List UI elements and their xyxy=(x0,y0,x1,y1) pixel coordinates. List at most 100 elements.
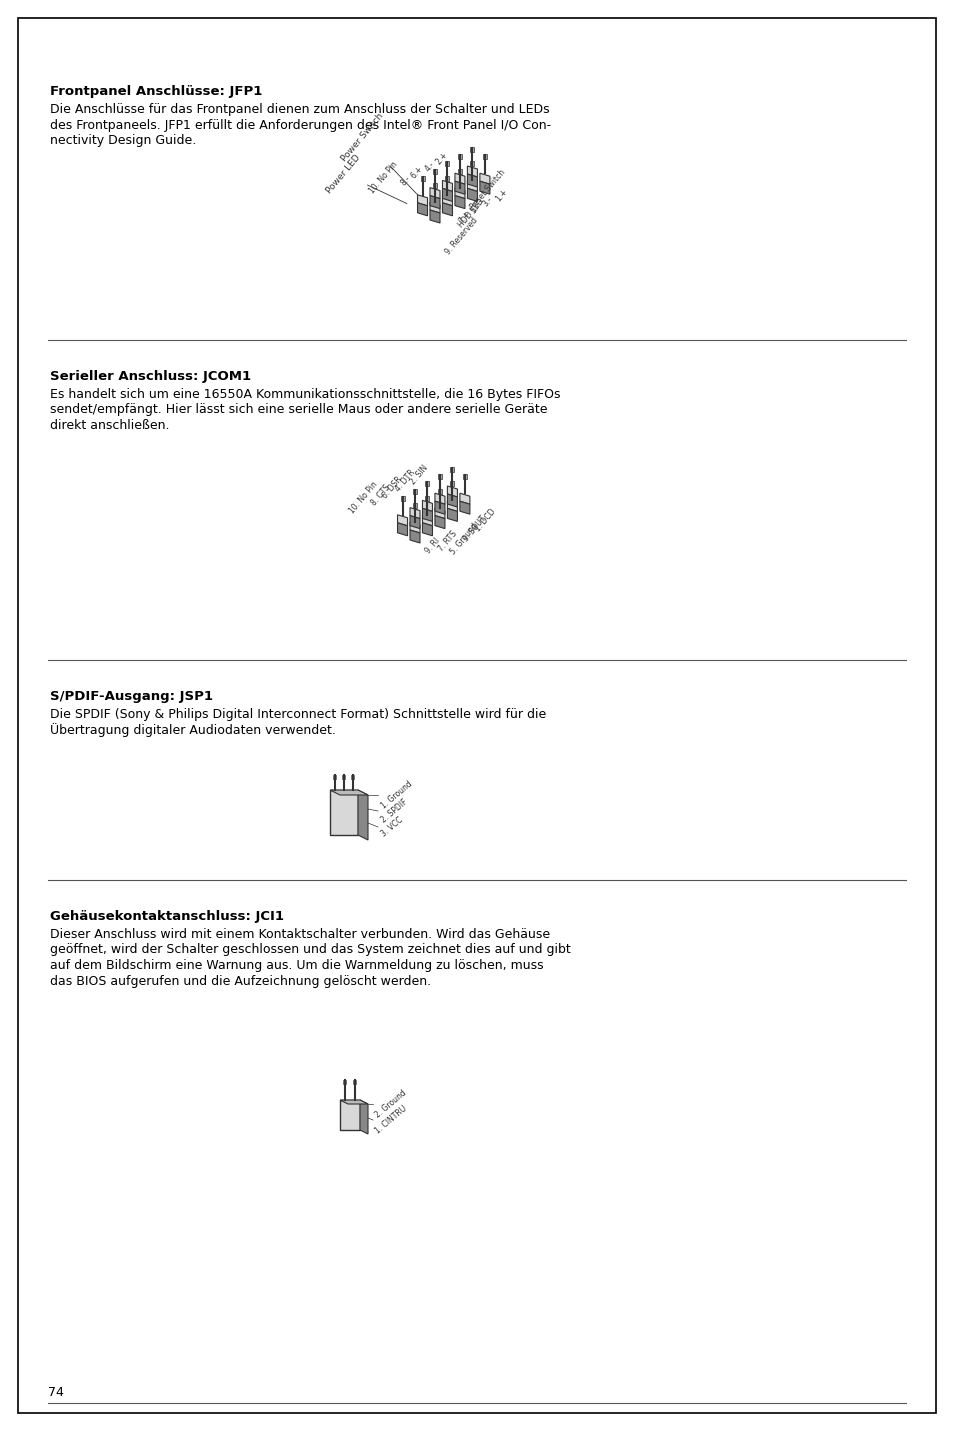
Polygon shape xyxy=(447,494,456,507)
Bar xyxy=(445,176,449,180)
Text: 1. DCD: 1. DCD xyxy=(474,507,497,534)
Polygon shape xyxy=(430,187,439,199)
Bar xyxy=(334,776,336,778)
Text: 1. CINTRU: 1. CINTRU xyxy=(374,1105,409,1136)
Bar xyxy=(400,495,404,501)
Polygon shape xyxy=(442,203,452,216)
Polygon shape xyxy=(422,501,432,511)
Polygon shape xyxy=(422,522,432,535)
Bar xyxy=(413,504,416,508)
Polygon shape xyxy=(447,487,456,497)
Text: Die Anschlüsse für das Frontpanel dienen zum Anschluss der Schalter und LEDs: Die Anschlüsse für das Frontpanel dienen… xyxy=(50,103,549,116)
Text: 7. RTS: 7. RTS xyxy=(436,529,458,552)
Text: Es handelt sich um eine 16550A Kommunikationsschnittstelle, die 16 Bytes FIFOs: Es handelt sich um eine 16550A Kommunika… xyxy=(50,388,560,401)
Text: geöffnet, wird der Schalter geschlossen und das System zeichnet dies auf und gib: geöffnet, wird der Schalter geschlossen … xyxy=(50,943,570,956)
Text: S/PDIF-Ausgang: JSP1: S/PDIF-Ausgang: JSP1 xyxy=(50,690,213,703)
Bar xyxy=(354,1080,356,1085)
Text: 5. Ground: 5. Ground xyxy=(449,522,479,557)
Text: 7.+: 7.+ xyxy=(456,209,472,225)
Bar xyxy=(482,155,486,159)
Polygon shape xyxy=(479,182,490,195)
Polygon shape xyxy=(459,494,470,504)
Text: 8.-: 8.- xyxy=(398,175,412,187)
Polygon shape xyxy=(410,515,419,528)
Text: Reset Switch: Reset Switch xyxy=(469,169,507,212)
Text: 5.-: 5.- xyxy=(469,202,482,215)
Text: 8. CTS: 8. CTS xyxy=(369,484,392,508)
Bar xyxy=(457,169,461,173)
Text: des Frontpaneels. JFP1 erfüllt die Anforderungen des Intel® Front Panel I/O Con-: des Frontpaneels. JFP1 erfüllt die Anfor… xyxy=(50,119,551,132)
Polygon shape xyxy=(397,522,407,535)
Text: 6.+: 6.+ xyxy=(409,165,424,180)
Polygon shape xyxy=(447,501,456,511)
Text: 2. Ground: 2. Ground xyxy=(374,1089,408,1119)
Text: 74: 74 xyxy=(48,1387,64,1400)
Text: sendet/empfängt. Hier lässt sich eine serielle Maus oder andere serielle Geräte: sendet/empfängt. Hier lässt sich eine se… xyxy=(50,404,547,416)
Text: das BIOS aufgerufen und die Aufzeichnung gelöscht werden.: das BIOS aufgerufen und die Aufzeichnung… xyxy=(50,975,431,987)
Bar xyxy=(450,481,454,487)
Text: 1.+: 1.+ xyxy=(494,187,509,203)
Text: nectivity Design Guide.: nectivity Design Guide. xyxy=(50,135,196,147)
Text: Power LED: Power LED xyxy=(324,153,407,203)
Text: Gehäusekontaktanschluss: JCI1: Gehäusekontaktanschluss: JCI1 xyxy=(50,910,284,923)
Polygon shape xyxy=(467,175,476,187)
Polygon shape xyxy=(455,196,464,209)
Bar xyxy=(433,183,436,187)
Text: 9. RI: 9. RI xyxy=(423,537,441,555)
Text: direkt anschließen.: direkt anschließen. xyxy=(50,419,170,432)
Bar xyxy=(425,481,429,487)
Polygon shape xyxy=(359,1100,368,1133)
Text: 3. SOUT: 3. SOUT xyxy=(461,514,487,544)
Text: 3.-: 3.- xyxy=(481,195,495,207)
Bar xyxy=(470,147,474,152)
Polygon shape xyxy=(417,195,427,206)
Text: 6. DSR: 6. DSR xyxy=(380,475,404,501)
Text: 3. VCC: 3. VCC xyxy=(379,816,405,839)
Polygon shape xyxy=(435,508,444,518)
Polygon shape xyxy=(422,515,432,525)
Polygon shape xyxy=(467,166,476,177)
Text: auf dem Bildschirm eine Warnung aus. Um die Warnmeldung zu löschen, muss: auf dem Bildschirm eine Warnung aus. Um … xyxy=(50,959,543,972)
Text: Serieller Anschluss: JCOM1: Serieller Anschluss: JCOM1 xyxy=(50,371,251,384)
Bar xyxy=(437,474,441,479)
Polygon shape xyxy=(410,529,419,542)
Text: 4. DTR: 4. DTR xyxy=(394,468,416,494)
Text: 9. Reserved: 9. Reserved xyxy=(443,216,479,256)
Bar xyxy=(351,776,355,778)
Bar xyxy=(343,1080,346,1085)
Bar xyxy=(330,790,357,836)
Text: 1. Ground: 1. Ground xyxy=(379,780,415,810)
Text: HDD LED: HDD LED xyxy=(456,196,485,229)
Bar xyxy=(470,162,474,166)
Polygon shape xyxy=(447,508,456,521)
Bar xyxy=(339,1100,359,1130)
Polygon shape xyxy=(330,790,368,796)
Polygon shape xyxy=(430,210,439,223)
Polygon shape xyxy=(467,189,476,202)
Text: 2. SIN: 2. SIN xyxy=(408,464,429,487)
Polygon shape xyxy=(455,173,464,185)
Bar xyxy=(445,162,449,166)
Polygon shape xyxy=(459,501,470,514)
Text: 10. No Pin: 10. No Pin xyxy=(367,159,399,195)
Bar xyxy=(450,467,454,472)
Text: 2.+: 2.+ xyxy=(434,150,449,166)
Text: 4.-: 4.- xyxy=(423,160,436,173)
Bar xyxy=(437,488,441,494)
Polygon shape xyxy=(357,790,368,840)
Bar xyxy=(342,776,345,778)
Bar xyxy=(413,488,416,494)
Polygon shape xyxy=(417,203,427,216)
Polygon shape xyxy=(435,501,444,514)
Polygon shape xyxy=(339,1100,368,1103)
Bar xyxy=(457,155,461,159)
Text: Die SPDIF (Sony & Philips Digital Interconnect Format) Schnittstelle wird für di: Die SPDIF (Sony & Philips Digital Interc… xyxy=(50,708,546,721)
Polygon shape xyxy=(479,173,490,185)
Text: Dieser Anschluss wird mit einem Kontaktschalter verbunden. Wird das Gehäuse: Dieser Anschluss wird mit einem Kontakts… xyxy=(50,927,550,942)
Polygon shape xyxy=(442,189,452,202)
Bar xyxy=(425,495,429,501)
Text: Frontpanel Anschlüsse: JFP1: Frontpanel Anschlüsse: JFP1 xyxy=(50,84,262,97)
Polygon shape xyxy=(397,515,407,525)
Polygon shape xyxy=(430,196,439,209)
Bar xyxy=(420,176,424,180)
